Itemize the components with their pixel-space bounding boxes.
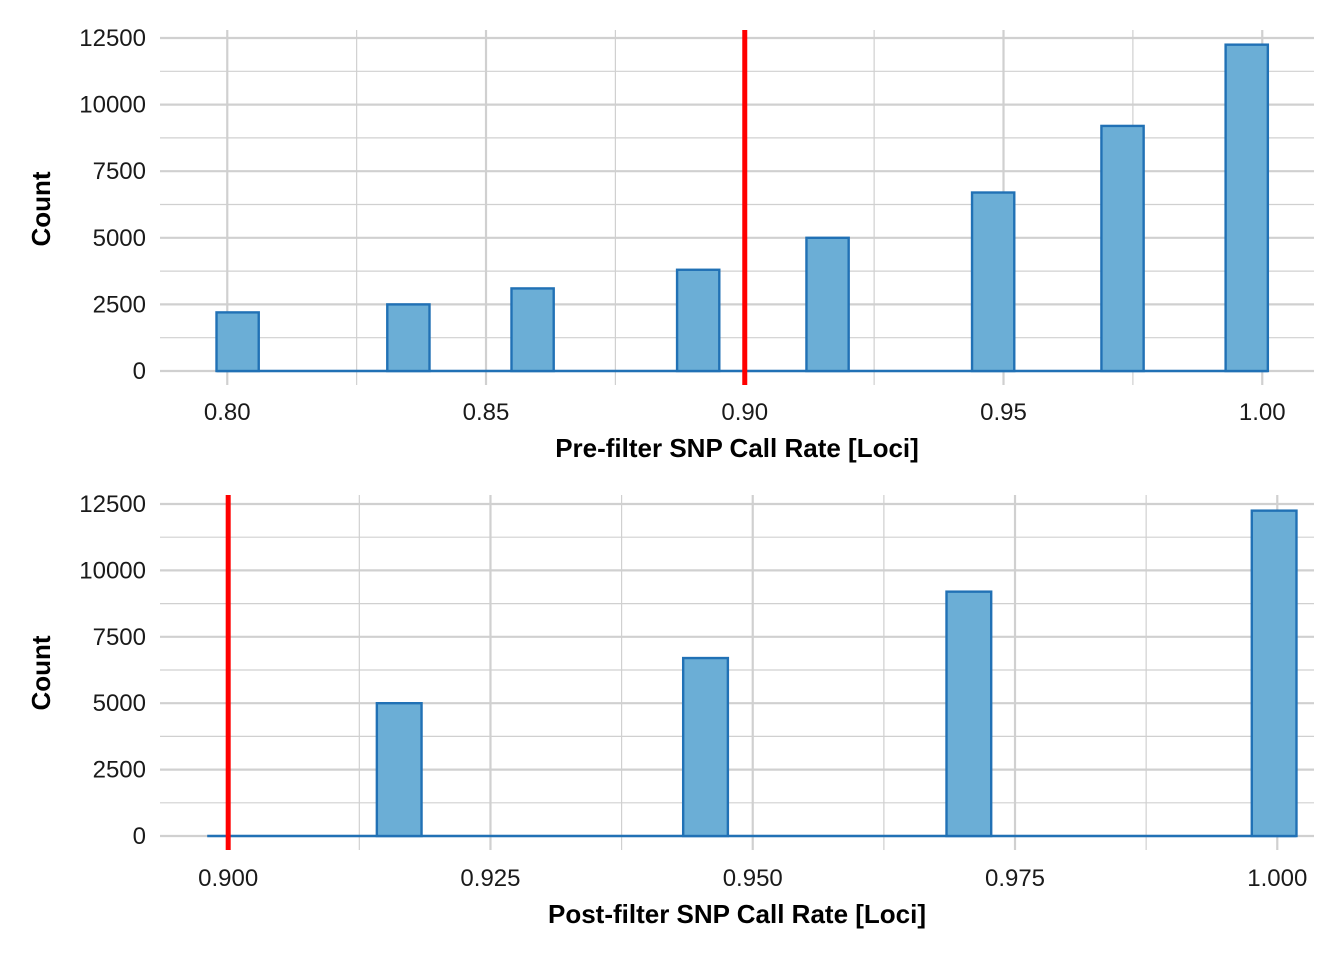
- pre-filter-bars: [215, 43, 1270, 373]
- pre-filter-histogram-bar: [386, 303, 431, 373]
- pre-filter-x-tick-label: 0.90: [721, 399, 768, 426]
- post-filter-y-tick-label: 0: [133, 823, 146, 850]
- pre-filter-histogram-panel: 0.80 0.85 0.90 0.95 1.00 0 2500 5000 7500 10000 12…: [26, 25, 1314, 463]
- post-filter-y-tick-label: 2500: [93, 757, 146, 784]
- pre-filter-y-tick-label: 2500: [93, 291, 146, 318]
- post-filter-grid: [160, 495, 1314, 850]
- post-filter-x-tick-label: 0.950: [723, 865, 783, 892]
- pre-filter-histogram-bar: [1100, 124, 1145, 373]
- post-filter-x-tick-label: 0.900: [198, 865, 258, 892]
- post-filter-bars: [207, 509, 1298, 838]
- pre-filter-histogram-bar: [675, 268, 721, 373]
- pre-filter-x-tick-label: 0.85: [463, 399, 510, 426]
- post-filter-histogram-bar: [945, 590, 993, 838]
- pre-filter-y-tick-label: 5000: [93, 225, 146, 252]
- pre-filter-y-tick-label: 0: [133, 358, 146, 385]
- post-filter-x-axis-title: Post-filter SNP Call Rate [Loci]: [548, 899, 926, 929]
- pre-filter-y-tick-label: 12500: [79, 25, 146, 52]
- post-filter-y-tick-label: 12500: [79, 491, 146, 518]
- post-filter-y-tick-label: 10000: [79, 557, 146, 584]
- post-filter-y-tick-label: 7500: [93, 624, 146, 651]
- post-filter-x-tick-label: 1.000: [1247, 865, 1307, 892]
- pre-filter-histogram-bar: [510, 287, 555, 373]
- post-filter-y-tick-label: 5000: [93, 690, 146, 717]
- pre-filter-x-tick-label: 0.80: [204, 399, 251, 426]
- pre-filter-x-tick-label: 1.00: [1239, 399, 1286, 426]
- pre-filter-y-tick-label: 10000: [79, 92, 146, 119]
- post-filter-x-tick-label: 0.925: [460, 865, 520, 892]
- post-filter-histogram-bar: [681, 656, 730, 838]
- pre-filter-histogram-bar: [805, 236, 850, 373]
- post-filter-tick-labels: 0.900 0.925 0.950 0.975 1.000 0 2500 5000 7500 10…: [79, 491, 1307, 892]
- post-filter-histogram-bar: [1250, 509, 1298, 838]
- pre-filter-histogram-bar: [1224, 43, 1270, 373]
- post-filter-histogram-bar: [375, 702, 423, 838]
- pre-filter-x-axis-title: Pre-filter SNP Call Rate [Loci]: [555, 433, 919, 463]
- pre-filter-y-axis-title: Count: [26, 171, 56, 246]
- pre-filter-x-tick-label: 0.95: [980, 399, 1027, 426]
- post-filter-y-axis-title: Count: [26, 635, 56, 710]
- pre-filter-histogram-bar: [215, 311, 260, 373]
- pre-filter-tick-labels: 0.80 0.85 0.90 0.95 1.00 0 2500 5000 7500 10000 12…: [79, 25, 1285, 426]
- post-filter-x-tick-label: 0.975: [985, 865, 1045, 892]
- post-filter-histogram-panel: 0.900 0.925 0.950 0.975 1.000 0 2500 5000 7500 10…: [26, 491, 1314, 929]
- pre-filter-histogram-bar: [970, 191, 1016, 373]
- pre-filter-y-tick-label: 7500: [93, 158, 146, 185]
